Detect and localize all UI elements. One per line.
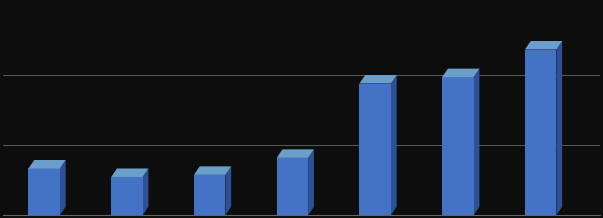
Polygon shape bbox=[557, 41, 562, 215]
Polygon shape bbox=[111, 169, 148, 177]
Polygon shape bbox=[277, 149, 314, 158]
Polygon shape bbox=[473, 69, 479, 215]
Polygon shape bbox=[28, 169, 60, 215]
Polygon shape bbox=[194, 166, 231, 175]
Polygon shape bbox=[391, 75, 397, 215]
Polygon shape bbox=[359, 83, 391, 215]
Polygon shape bbox=[60, 160, 66, 215]
Polygon shape bbox=[194, 175, 226, 215]
Polygon shape bbox=[111, 177, 143, 215]
Polygon shape bbox=[143, 169, 148, 215]
Polygon shape bbox=[359, 75, 397, 83]
Polygon shape bbox=[226, 166, 231, 215]
Polygon shape bbox=[308, 149, 314, 215]
Polygon shape bbox=[442, 69, 479, 77]
Polygon shape bbox=[442, 77, 473, 215]
Polygon shape bbox=[525, 41, 562, 49]
Polygon shape bbox=[277, 158, 308, 215]
Polygon shape bbox=[525, 49, 557, 215]
Polygon shape bbox=[28, 160, 66, 169]
